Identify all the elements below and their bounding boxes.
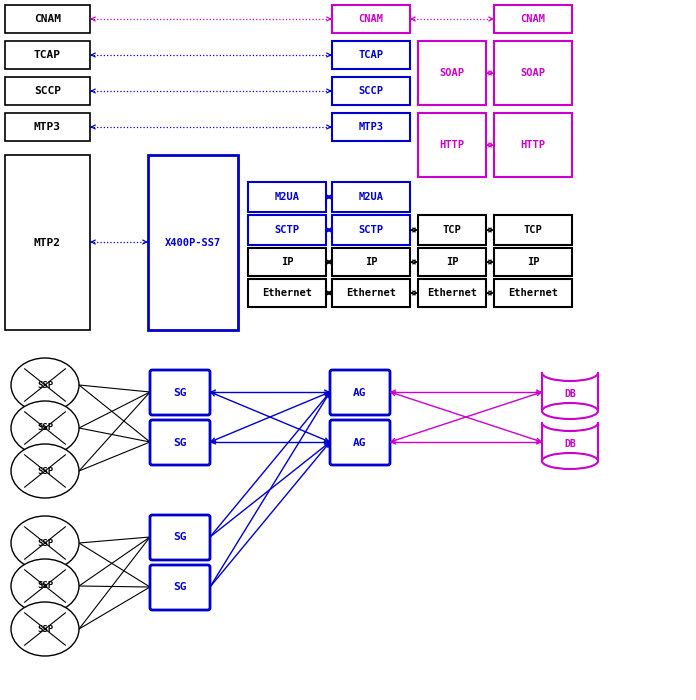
Text: CNAM: CNAM <box>521 14 546 24</box>
Text: DB: DB <box>564 439 576 449</box>
Text: IP: IP <box>527 257 539 267</box>
Text: Ethernet: Ethernet <box>262 288 312 298</box>
FancyBboxPatch shape <box>330 370 390 415</box>
Text: MTP3: MTP3 <box>358 122 383 132</box>
Text: MTP3: MTP3 <box>34 122 61 132</box>
Bar <box>494 113 572 177</box>
Text: SOAP: SOAP <box>521 68 546 78</box>
Text: SG: SG <box>173 533 187 542</box>
Bar <box>332 182 410 212</box>
Text: HTTP: HTTP <box>439 140 464 150</box>
Ellipse shape <box>11 444 79 498</box>
Bar <box>542 423 598 461</box>
Text: M2UA: M2UA <box>358 192 383 202</box>
FancyBboxPatch shape <box>150 370 210 415</box>
Bar <box>494 215 572 245</box>
Text: M2UA: M2UA <box>274 192 299 202</box>
Bar <box>332 5 410 33</box>
Bar <box>418 113 486 177</box>
Text: X400P-SS7: X400P-SS7 <box>165 237 221 248</box>
Ellipse shape <box>542 453 598 469</box>
Text: SSP: SSP <box>37 582 53 591</box>
Bar <box>148 155 238 330</box>
Bar <box>494 41 572 105</box>
Text: SSP: SSP <box>37 424 53 433</box>
FancyBboxPatch shape <box>150 565 210 610</box>
Text: AG: AG <box>354 438 367 447</box>
Bar <box>5 155 90 330</box>
Bar <box>248 279 326 307</box>
Bar <box>494 5 572 33</box>
Text: HTTP: HTTP <box>521 140 546 150</box>
FancyBboxPatch shape <box>150 515 210 560</box>
Bar <box>332 215 410 245</box>
Bar <box>332 248 410 276</box>
Ellipse shape <box>11 358 79 412</box>
Bar <box>542 373 598 411</box>
Bar <box>494 279 572 307</box>
Bar <box>332 279 410 307</box>
Text: TCAP: TCAP <box>358 50 383 60</box>
Text: TCP: TCP <box>523 225 542 235</box>
Text: TCAP: TCAP <box>34 50 61 60</box>
Bar <box>248 248 326 276</box>
Bar <box>418 279 486 307</box>
Text: IP: IP <box>365 257 377 267</box>
Text: DB: DB <box>564 389 576 399</box>
Ellipse shape <box>11 559 79 613</box>
FancyBboxPatch shape <box>150 420 210 465</box>
Bar <box>418 248 486 276</box>
Text: SG: SG <box>173 582 187 592</box>
Text: Ethernet: Ethernet <box>346 288 396 298</box>
Ellipse shape <box>542 403 598 419</box>
Bar <box>332 41 410 69</box>
Bar <box>5 113 90 141</box>
Text: IP: IP <box>280 257 293 267</box>
Text: SSP: SSP <box>37 538 53 547</box>
Text: SG: SG <box>173 438 187 447</box>
Bar <box>5 77 90 105</box>
Bar <box>248 215 326 245</box>
Text: AG: AG <box>354 388 367 398</box>
Ellipse shape <box>11 401 79 455</box>
Bar <box>248 182 326 212</box>
Text: CNAM: CNAM <box>34 14 61 24</box>
Bar <box>5 5 90 33</box>
FancyBboxPatch shape <box>330 420 390 465</box>
Text: CNAM: CNAM <box>358 14 383 24</box>
Text: TCP: TCP <box>443 225 461 235</box>
Text: SCCP: SCCP <box>358 86 383 96</box>
Bar <box>418 215 486 245</box>
Text: Ethernet: Ethernet <box>508 288 558 298</box>
Text: MTP2: MTP2 <box>34 237 61 248</box>
Text: SSP: SSP <box>37 624 53 634</box>
Bar <box>418 41 486 105</box>
Text: SCTP: SCTP <box>358 225 383 235</box>
Bar <box>494 248 572 276</box>
Bar <box>5 41 90 69</box>
Ellipse shape <box>11 516 79 570</box>
Text: Ethernet: Ethernet <box>427 288 477 298</box>
Ellipse shape <box>11 602 79 656</box>
Text: SSP: SSP <box>37 381 53 389</box>
Bar <box>332 113 410 141</box>
Text: SSP: SSP <box>37 466 53 475</box>
Text: SG: SG <box>173 388 187 398</box>
Text: SCTP: SCTP <box>274 225 299 235</box>
Text: SOAP: SOAP <box>439 68 464 78</box>
Text: IP: IP <box>445 257 458 267</box>
Text: SCCP: SCCP <box>34 86 61 96</box>
Bar <box>332 77 410 105</box>
